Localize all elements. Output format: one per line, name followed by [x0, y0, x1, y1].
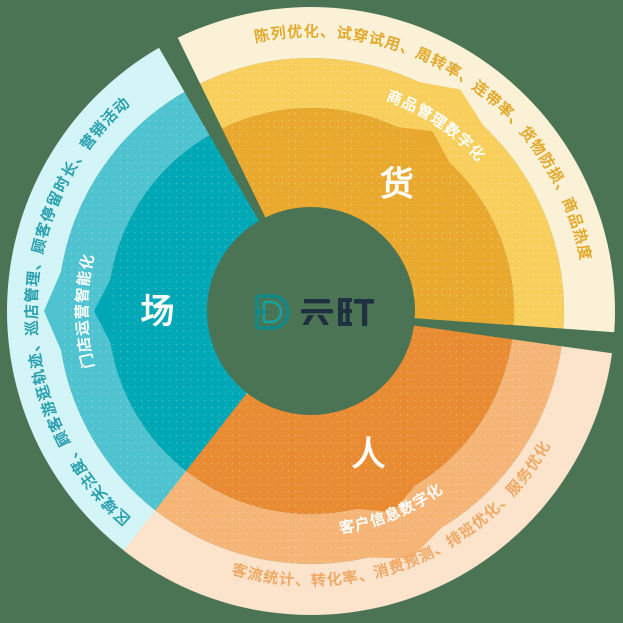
segment-chang-notch-1	[44, 271, 62, 351]
segment-huo-band-0-texture	[222, 108, 514, 326]
notch-group	[44, 81, 484, 559]
segment-ren-band-2[interactable]	[123, 346, 613, 615]
segment-huo-title: 货	[380, 165, 414, 205]
segment-ren-band-0-texture	[186, 325, 513, 514]
bands-group	[7, 7, 616, 615]
segment-huo-band-1-texture	[200, 57, 565, 329]
segment-ren-band-1-texture	[155, 339, 562, 565]
segment-chang-band-1-texture	[58, 91, 210, 531]
segment-huo-notch-1	[417, 81, 484, 126]
segment-chang-notch-0	[94, 279, 111, 343]
segment-ren-notch-1	[367, 527, 442, 559]
segment-chang-title: 场	[141, 292, 175, 332]
segment-ren-title: 人	[352, 434, 386, 474]
segment-chang-middle-label: 门店运营智能化	[73, 252, 98, 370]
segment-ren-notch-0	[356, 485, 416, 513]
segment-chang-band-0-texture	[108, 135, 260, 487]
segment-chang-band-2[interactable]	[7, 47, 185, 575]
segment-huo-band-2[interactable]	[177, 7, 616, 333]
segment-huo-notch-0	[396, 127, 450, 163]
